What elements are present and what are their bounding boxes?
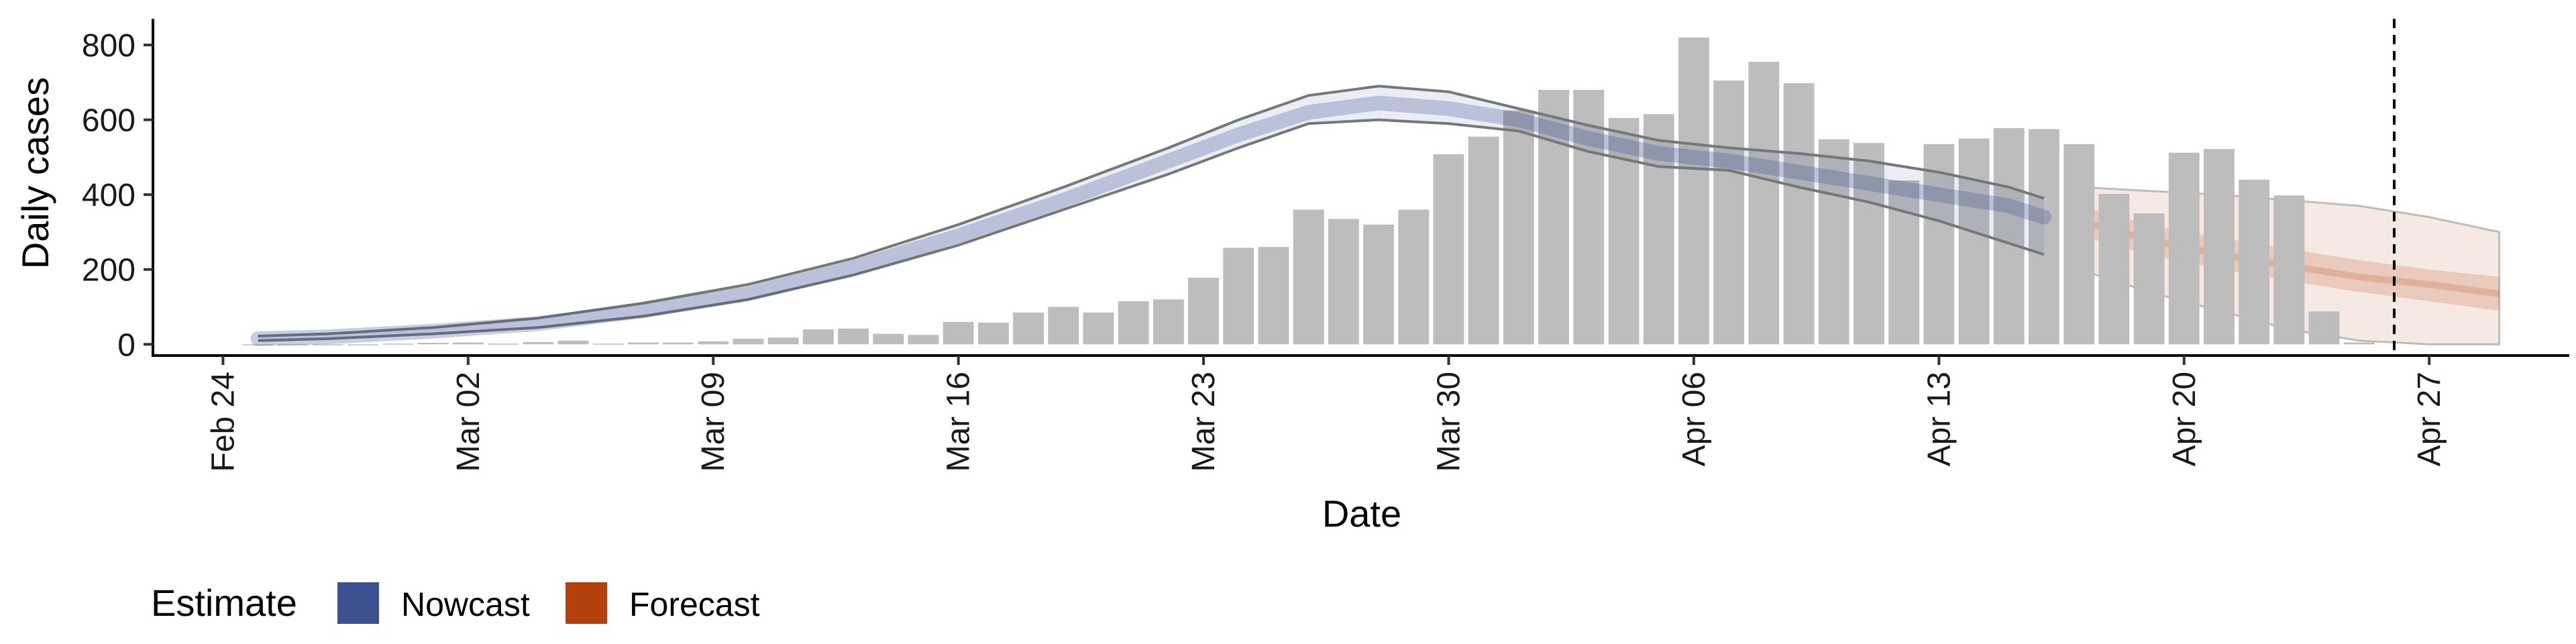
nowcast-lower-line (258, 118, 2045, 342)
case-bar (2239, 179, 2270, 345)
y-axis-title: Daily cases (14, 77, 56, 269)
case-bar (1573, 90, 1605, 345)
case-bar (347, 344, 379, 345)
case-bar (242, 344, 274, 345)
case-bar (1958, 138, 1990, 345)
axes (152, 19, 2569, 357)
case-bar (1433, 154, 1464, 345)
case-bar (1854, 143, 1884, 345)
case-bar (2133, 213, 2165, 345)
case-bar (1468, 136, 1499, 345)
x-tick-label: Apr 20 (2167, 372, 2202, 466)
case-bar (1923, 144, 1955, 345)
legend-title: Estimate (151, 582, 297, 624)
case-bar (2204, 149, 2235, 345)
case-bar (2098, 194, 2130, 345)
x-axis-ticks: Feb 24 Mar 02 Mar 09 Mar 16 Mar 23 Mar 30 Apr … (205, 356, 2447, 472)
x-tick-label: Apr 27 (2412, 372, 2447, 466)
case-bar (1503, 110, 1534, 345)
case-bar (943, 321, 974, 345)
case-bar (1818, 139, 1849, 345)
x-tick-label: Mar 23 (1186, 372, 1222, 472)
case-bar (382, 343, 414, 345)
case-bar (2273, 195, 2305, 345)
case-bar (1713, 80, 1745, 345)
legend: Estimate Nowcast Forecast (151, 582, 760, 624)
legend-nowcast-swatch (337, 582, 379, 624)
case-bar (908, 335, 939, 345)
case-bar (277, 344, 309, 345)
nowcast-median-band (250, 95, 2051, 346)
legend-nowcast-label: Nowcast (401, 586, 530, 623)
case-bar (1013, 312, 1044, 345)
x-tick-label: Mar 16 (941, 372, 977, 472)
legend-forecast-swatch (566, 582, 607, 624)
case-bar (733, 338, 764, 345)
case-bar (2343, 342, 2375, 345)
nowcast-upper-line (258, 85, 2045, 337)
case-bar (1993, 127, 2025, 345)
case-bar (1223, 248, 1254, 345)
case-bar (313, 344, 343, 345)
case-bar (1748, 62, 1780, 345)
case-bar (767, 337, 799, 345)
case-bar (523, 341, 554, 345)
case-bar (977, 322, 1009, 345)
x-tick-label: Mar 09 (696, 372, 731, 472)
case-bar (1398, 209, 1430, 345)
x-tick-label: Feb 24 (205, 372, 241, 472)
y-axis-ticks: 0 200 400 600 800 (82, 28, 153, 363)
case-bar (417, 343, 449, 345)
case-bar (1783, 83, 1815, 345)
case-bar (1083, 312, 1114, 345)
nowcast-bands (250, 85, 2051, 346)
y-tick-label: 600 (82, 103, 136, 139)
legend-forecast-label: Forecast (629, 586, 760, 623)
case-bar (1643, 114, 1674, 345)
nowcast-outer-band (258, 86, 2044, 341)
case-bar (1152, 299, 1184, 345)
case-bar (1363, 224, 1394, 345)
case-bar (1538, 90, 1569, 345)
case-bar (1328, 219, 1359, 345)
case-bar (2029, 129, 2059, 345)
case-bar (2063, 144, 2095, 345)
x-axis-title: Date (1322, 492, 1401, 535)
case-bar (557, 340, 589, 345)
case-bar (2168, 152, 2200, 345)
x-tick-label: Apr 06 (1676, 372, 1712, 466)
case-bar (1188, 278, 1219, 345)
x-tick-label: Mar 30 (1432, 372, 1467, 472)
case-bar (488, 343, 519, 345)
x-tick-label: Mar 02 (451, 372, 486, 472)
case-bar (452, 342, 484, 345)
x-tick-label: Apr 13 (1921, 372, 1957, 466)
y-tick-label: 0 (117, 327, 136, 363)
case-bar (1678, 37, 1709, 345)
case-bar (1258, 247, 1289, 345)
case-bar (1293, 209, 1324, 345)
y-tick-label: 200 (82, 253, 136, 288)
case-bar (627, 342, 659, 345)
reported-cases-bars (242, 37, 2375, 345)
case-bar (1118, 301, 1149, 345)
y-tick-label: 400 (82, 178, 136, 213)
y-tick-label: 800 (82, 28, 136, 64)
case-bar (838, 328, 869, 345)
case-bar (873, 333, 904, 345)
case-bar (592, 343, 624, 345)
case-bar (2308, 311, 2340, 345)
case-bar (663, 342, 694, 345)
case-bar (802, 329, 834, 345)
case-bar (698, 341, 729, 345)
case-bar (1048, 307, 1079, 345)
